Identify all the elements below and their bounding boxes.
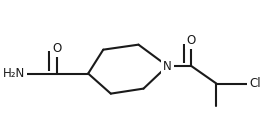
Text: N: N bbox=[163, 60, 172, 72]
Text: O: O bbox=[52, 42, 61, 55]
Text: Cl: Cl bbox=[249, 77, 261, 90]
Text: O: O bbox=[187, 34, 196, 47]
Text: H₂N: H₂N bbox=[3, 67, 25, 80]
